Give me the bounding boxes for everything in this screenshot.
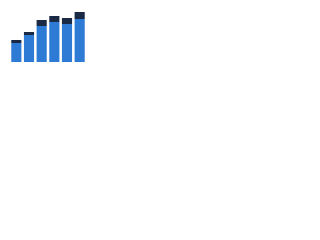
bar-segment bbox=[61, 18, 73, 24]
bar-segment bbox=[49, 22, 60, 62]
bar-segment bbox=[23, 35, 35, 62]
bar-segment bbox=[11, 43, 22, 62]
bar-segment bbox=[23, 32, 35, 35]
bar-segment bbox=[74, 19, 85, 62]
bar-segment bbox=[74, 12, 85, 19]
bar-segment bbox=[36, 20, 47, 26]
bar-segment bbox=[49, 16, 60, 22]
chart bbox=[0, 0, 100, 71]
bar-segment bbox=[11, 40, 22, 43]
bar-segment bbox=[36, 26, 47, 62]
bar-segment bbox=[61, 24, 73, 62]
